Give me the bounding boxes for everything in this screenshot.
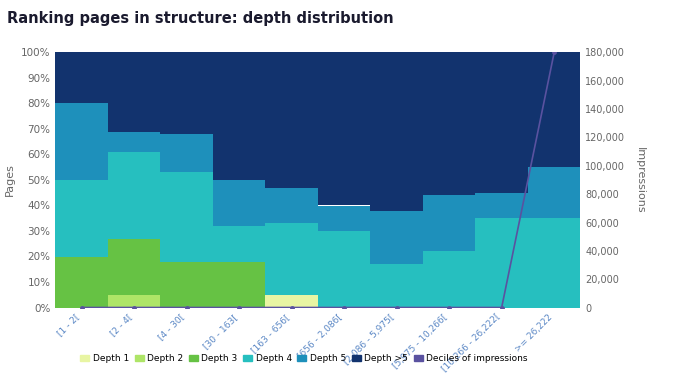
Bar xyxy=(528,53,580,167)
Bar xyxy=(108,152,160,238)
Bar xyxy=(265,224,318,295)
Bar xyxy=(265,295,318,307)
Bar xyxy=(213,262,265,308)
Bar xyxy=(160,53,213,134)
Bar xyxy=(160,172,213,262)
Bar xyxy=(475,193,528,218)
Bar xyxy=(265,53,318,188)
Bar xyxy=(318,53,370,206)
Bar xyxy=(108,238,160,295)
Bar xyxy=(213,180,265,226)
Bar xyxy=(213,226,265,262)
Y-axis label: Pages: Pages xyxy=(6,164,15,196)
Bar xyxy=(423,251,475,308)
Bar xyxy=(108,132,160,152)
Legend: Depth 1, Depth 2, Depth 3, Depth 4, Depth 5, Depth >5, Deciles of impressions: Depth 1, Depth 2, Depth 3, Depth 4, Dept… xyxy=(77,351,531,367)
Bar xyxy=(55,256,108,307)
Bar xyxy=(108,295,160,307)
Bar xyxy=(160,262,213,308)
Bar xyxy=(528,218,580,308)
Bar xyxy=(55,104,108,180)
Bar xyxy=(108,53,160,132)
Bar xyxy=(318,231,370,308)
Bar xyxy=(423,195,475,251)
Y-axis label: Impressions: Impressions xyxy=(635,147,645,213)
Bar xyxy=(370,264,423,308)
Bar xyxy=(475,218,528,308)
Bar xyxy=(55,180,108,256)
Bar xyxy=(423,53,475,195)
Text: Ranking pages in structure: depth distribution: Ranking pages in structure: depth distri… xyxy=(7,11,394,26)
Bar xyxy=(55,53,108,104)
Bar xyxy=(528,167,580,218)
Bar xyxy=(265,188,318,224)
Bar xyxy=(475,53,528,193)
Bar xyxy=(370,53,423,211)
Bar xyxy=(213,53,265,180)
Bar xyxy=(160,134,213,172)
Bar xyxy=(370,211,423,264)
Bar xyxy=(318,206,370,231)
